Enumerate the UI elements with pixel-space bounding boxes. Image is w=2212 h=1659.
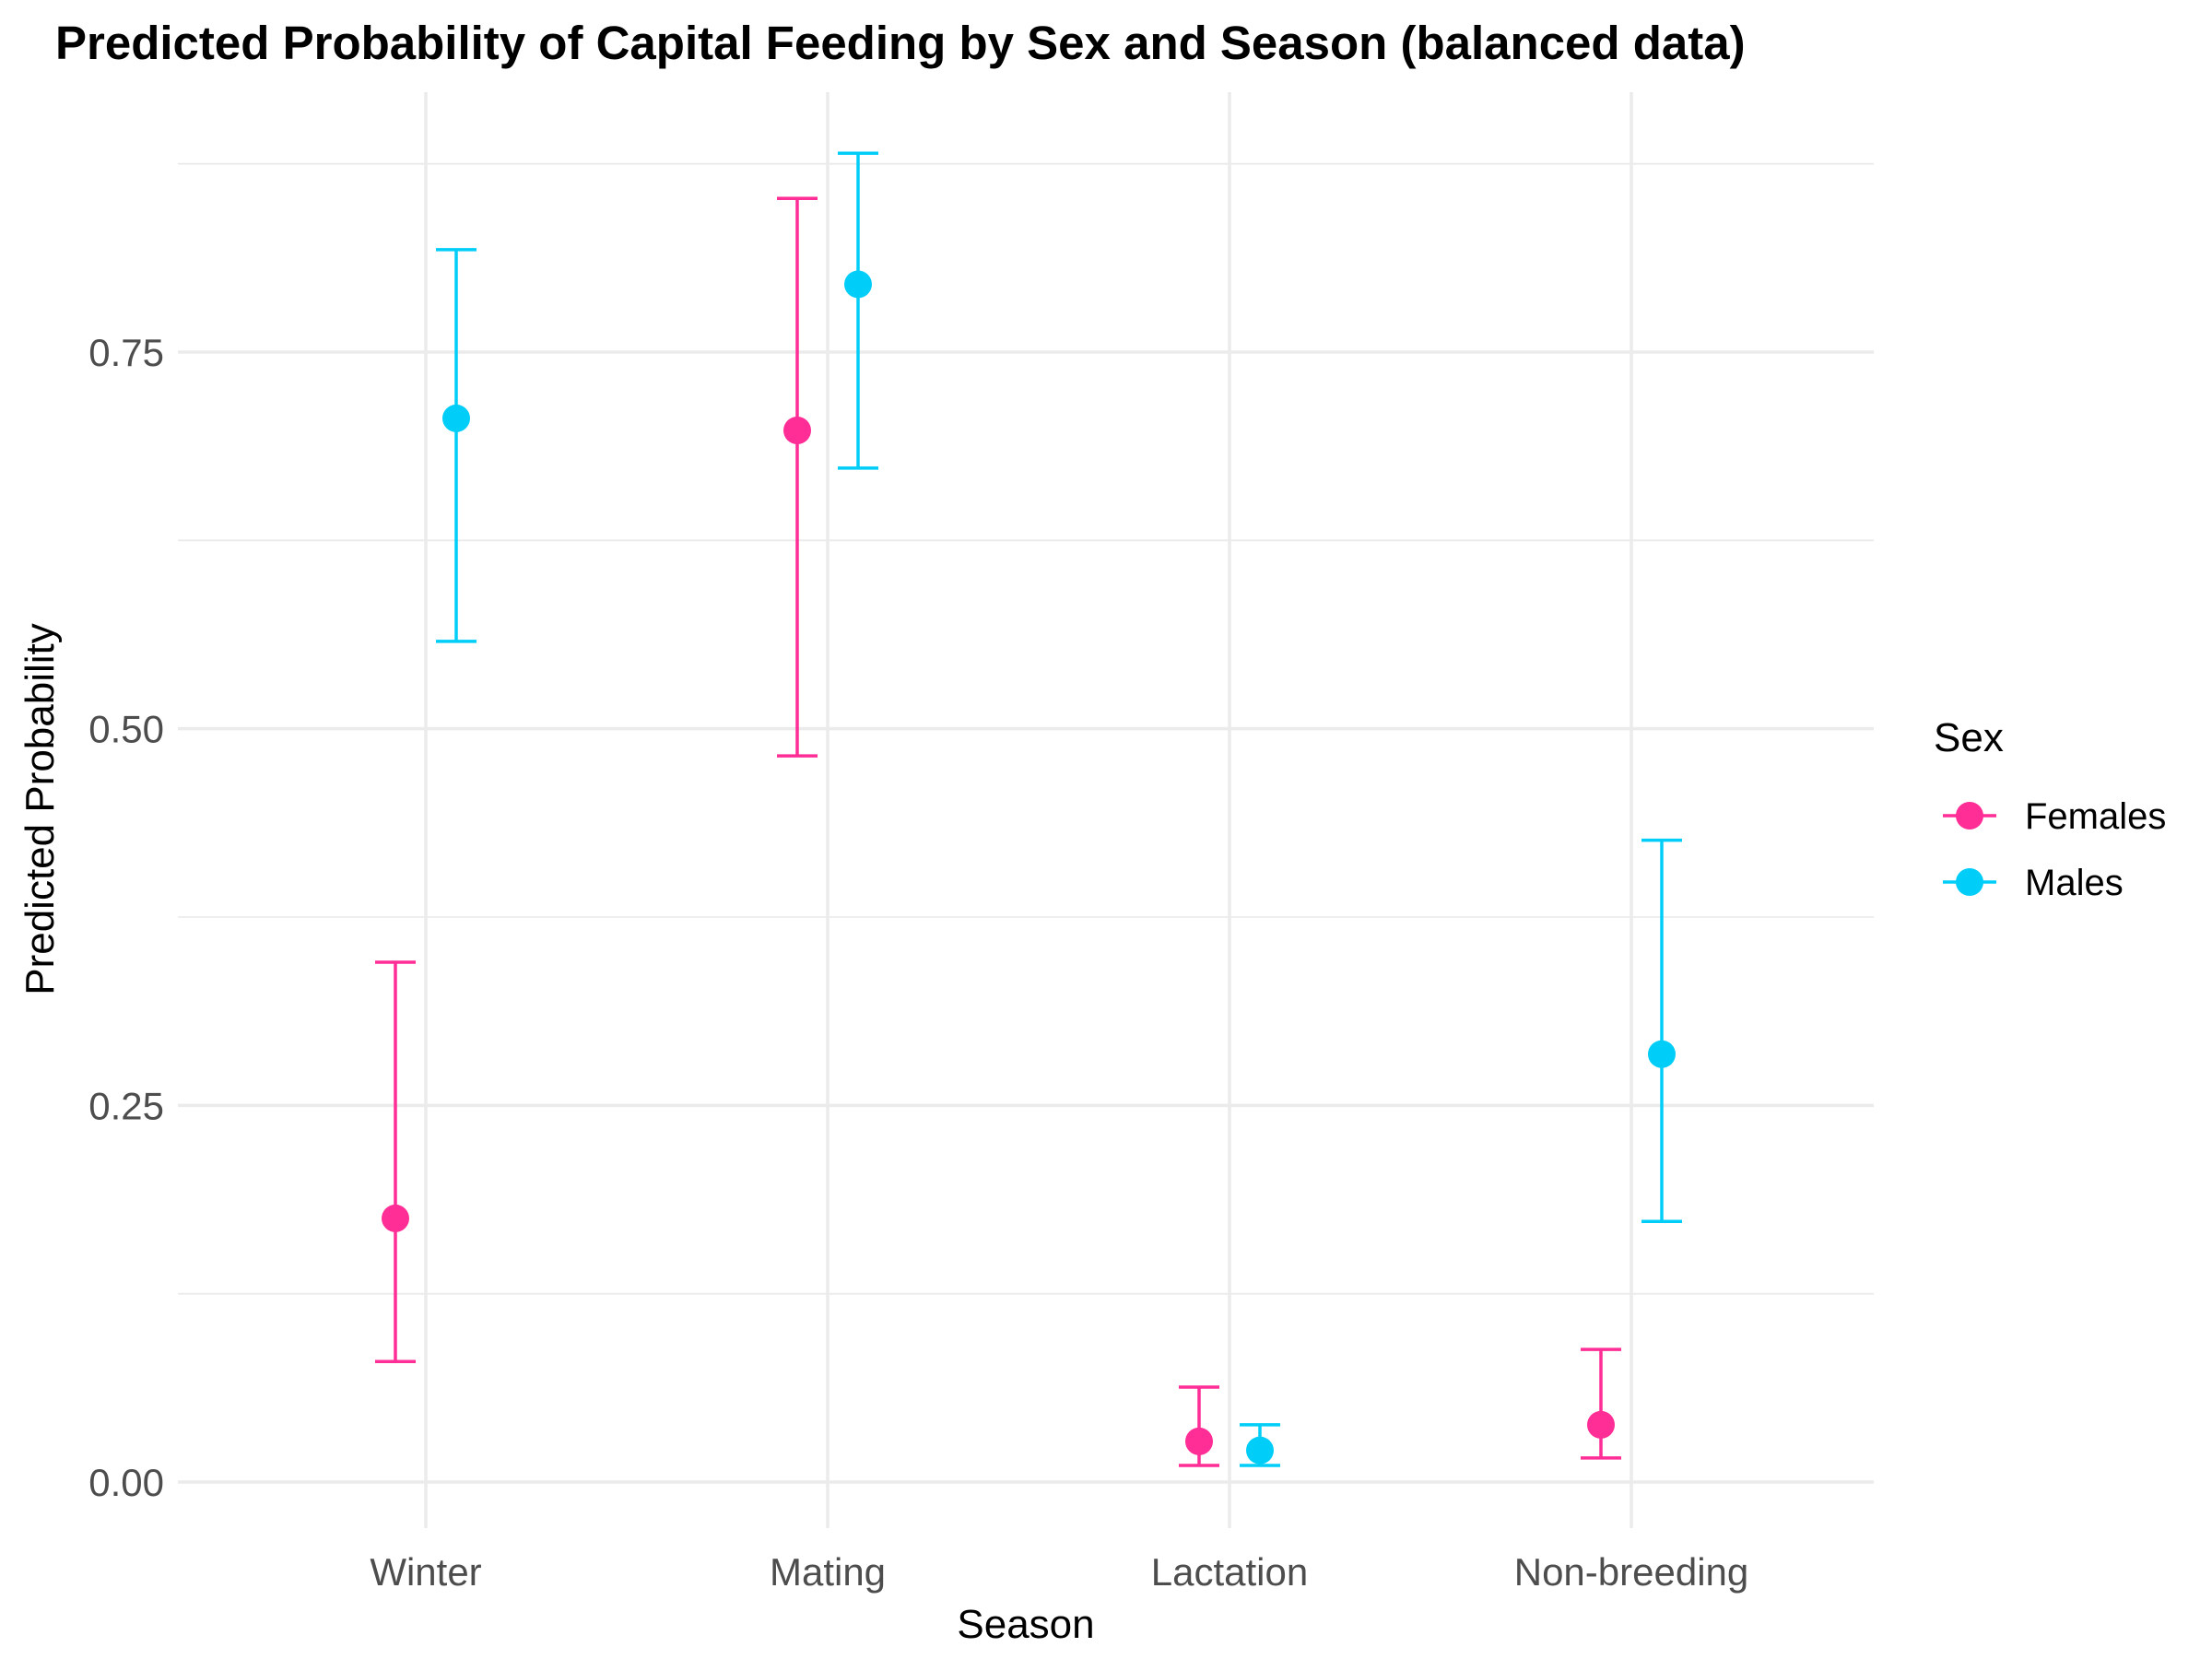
major-grid [178, 92, 1874, 1528]
x-tick-label: Winter [370, 1550, 481, 1594]
chart-title: Predicted Probability of Capital Feeding… [55, 17, 1746, 69]
data-point-females [1587, 1410, 1615, 1439]
error-bar-females [375, 960, 416, 1363]
legend-key-dot [1956, 802, 1983, 830]
legend-key-dot [1956, 868, 1983, 896]
legend-title: Sex [1934, 715, 2004, 760]
legend-label: Females [2025, 796, 2166, 837]
x-tick-label: Non-breeding [1514, 1550, 1749, 1594]
legend: Sex Females Males [1934, 715, 2166, 903]
data-point-females [1185, 1427, 1213, 1455]
legend-label: Males [2025, 863, 2124, 903]
y-tick-label: 0.25 [88, 1084, 164, 1127]
x-axis-title: Season [957, 1602, 1094, 1647]
error-bar-females [777, 196, 818, 758]
minor-grid [178, 162, 1874, 1295]
data-point-females [382, 1204, 409, 1232]
data-point-males [1246, 1436, 1274, 1465]
y-axis-tick-labels: 0.00 0.25 0.50 0.75 [88, 331, 164, 1504]
data-point-males [442, 404, 470, 432]
y-tick-label: 0.50 [88, 708, 164, 751]
error-bars [375, 151, 1682, 1467]
legend-item-females: Females [1943, 796, 2166, 837]
x-tick-label: Mating [770, 1550, 886, 1594]
y-tick-label: 0.00 [88, 1461, 164, 1504]
legend-item-males: Males [1943, 863, 2124, 903]
error-bar-males [838, 151, 878, 470]
legend-items: Females Males [1943, 796, 2166, 903]
y-tick-label: 0.75 [88, 331, 164, 374]
error-bar-females [1581, 1347, 1621, 1460]
y-axis-title: Predicted Probability [18, 623, 63, 995]
data-point-females [783, 417, 811, 445]
error-bar-males [1641, 838, 1682, 1223]
data-point-males [844, 270, 872, 299]
data-points [382, 270, 1676, 1465]
x-axis-tick-labels: Winter Mating Lactation Non-breeding [370, 1550, 1748, 1594]
data-point-males [1648, 1040, 1676, 1068]
x-tick-label: Lactation [1151, 1550, 1308, 1594]
error-bar-males [436, 248, 477, 643]
